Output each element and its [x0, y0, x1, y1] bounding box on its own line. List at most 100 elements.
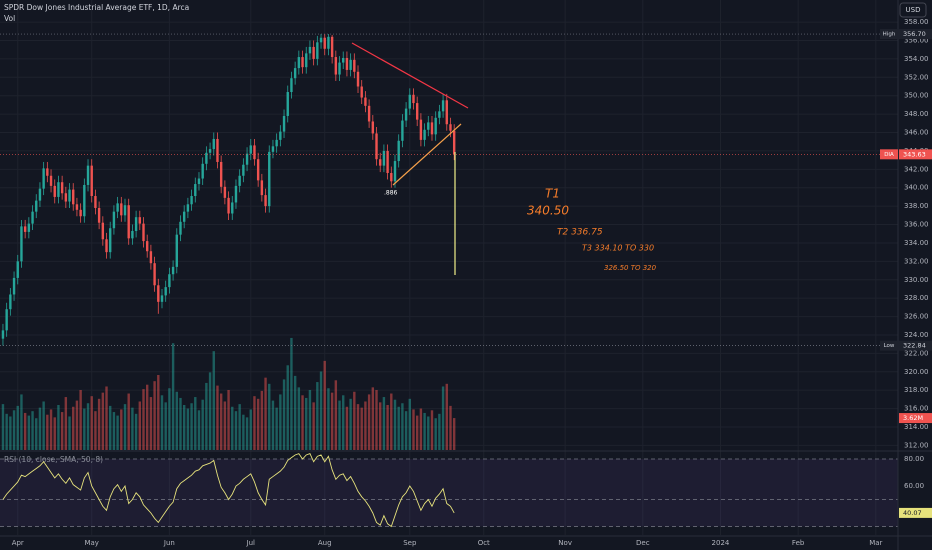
- volume-bar: [345, 406, 349, 450]
- volume-bar: [9, 416, 12, 450]
- currency-label[interactable]: USD: [906, 6, 921, 14]
- volume-bar: [238, 404, 241, 450]
- candle-body: [90, 165, 93, 197]
- marker-value-box: [899, 29, 932, 40]
- y-tick-label: 332.00: [904, 257, 929, 265]
- volume-bar: [60, 412, 64, 450]
- y-tick-label: 316.00: [904, 405, 929, 413]
- candle-body: [145, 241, 149, 252]
- candle-body: [72, 189, 75, 205]
- volume-bar: [127, 393, 130, 450]
- candle-body: [393, 161, 397, 182]
- y-tick-label: 352.00: [904, 73, 929, 81]
- candle-body: [64, 193, 68, 202]
- volume-bar: [219, 393, 223, 450]
- volume-bar: [145, 384, 149, 450]
- candle-body: [319, 37, 323, 43]
- candle-body: [109, 228, 112, 253]
- candle-body: [334, 57, 338, 75]
- y-tick-label: 328.00: [904, 294, 929, 302]
- y-tick-label: 346.00: [904, 129, 929, 137]
- candle-body: [38, 188, 42, 201]
- rsi-title: RSI (10, close, SMA, 50, 8): [4, 455, 103, 464]
- volume-bar: [286, 365, 289, 450]
- volume-bar: [64, 397, 68, 450]
- candle-body: [253, 145, 256, 160]
- volume-bar: [371, 387, 375, 450]
- volume-bar: [282, 379, 286, 450]
- candle-body: [360, 86, 363, 98]
- candle-body: [231, 202, 234, 214]
- volume-bar: [23, 412, 27, 450]
- volume-bar: [194, 397, 197, 450]
- volume-bar: [223, 401, 227, 450]
- x-tick-label: Feb: [792, 539, 805, 547]
- x-tick-label: Aug: [318, 539, 332, 547]
- volume-layer: [1, 337, 456, 450]
- candle-body: [127, 205, 130, 239]
- volume-bar: [94, 411, 97, 450]
- candle-body: [342, 57, 345, 63]
- volume-bar: [227, 390, 230, 450]
- x-tick-label: Dec: [636, 539, 650, 547]
- candle-body: [179, 221, 182, 235]
- volume-bar: [290, 337, 293, 450]
- candle-body: [134, 217, 138, 231]
- candle-body: [1, 330, 5, 339]
- candle-body: [157, 285, 160, 302]
- candle-body: [31, 211, 34, 224]
- volume-bar: [90, 396, 93, 450]
- volume-bar: [138, 401, 142, 450]
- y-tick-label: 330.00: [904, 276, 929, 284]
- x-tick-label: Jul: [246, 539, 256, 547]
- currency-button[interactable]: [899, 2, 927, 18]
- volume-bar: [293, 375, 297, 450]
- candle-body: [404, 108, 408, 121]
- candle-body: [408, 94, 411, 109]
- grid: [0, 0, 898, 535]
- volume-bar: [356, 404, 360, 450]
- candle-body: [449, 124, 452, 131]
- volume-bar: [297, 387, 301, 450]
- volume-bar: [386, 405, 389, 450]
- target-label: T3 334.10 TO 330: [582, 244, 654, 253]
- candle-body: [123, 205, 127, 216]
- volume-bar: [57, 405, 60, 450]
- candle-body: [386, 150, 389, 174]
- candle-body: [271, 146, 275, 152]
- candle-body: [364, 97, 367, 106]
- volume-bar: [149, 397, 153, 450]
- volume-bar: [175, 391, 178, 450]
- candle-body: [12, 277, 16, 295]
- candle-body: [282, 115, 286, 132]
- x-tick-label: Mar: [869, 539, 882, 547]
- candle-body: [371, 121, 375, 134]
- volume-bar: [264, 377, 267, 450]
- candle-body: [46, 168, 49, 176]
- volume-bar: [5, 413, 8, 450]
- candle-body: [349, 59, 352, 70]
- fib-label: .886: [384, 190, 398, 197]
- volume-bar: [312, 402, 315, 450]
- x-tick-label: May: [84, 539, 98, 547]
- candle-body: [68, 189, 71, 202]
- candle-body: [175, 234, 178, 267]
- volume-bar: [393, 399, 397, 450]
- volume-bar: [116, 415, 119, 450]
- y-tick-label: 322.00: [904, 349, 929, 357]
- candle-body: [327, 36, 330, 49]
- volume-bar: [49, 409, 53, 450]
- volume-bar: [397, 406, 400, 450]
- volume-bar: [390, 393, 393, 450]
- candle-body: [256, 159, 260, 181]
- volume-bar: [68, 416, 71, 450]
- volume-bar: [86, 403, 90, 450]
- candle-body: [86, 165, 90, 185]
- volume-bar: [449, 405, 452, 450]
- candle-body: [412, 94, 415, 104]
- candle-body: [397, 140, 400, 162]
- volume-bar: [164, 402, 167, 450]
- y-tick-label: 338.00: [904, 202, 929, 210]
- volume-bar: [205, 382, 208, 450]
- volume-bar: [1, 404, 5, 450]
